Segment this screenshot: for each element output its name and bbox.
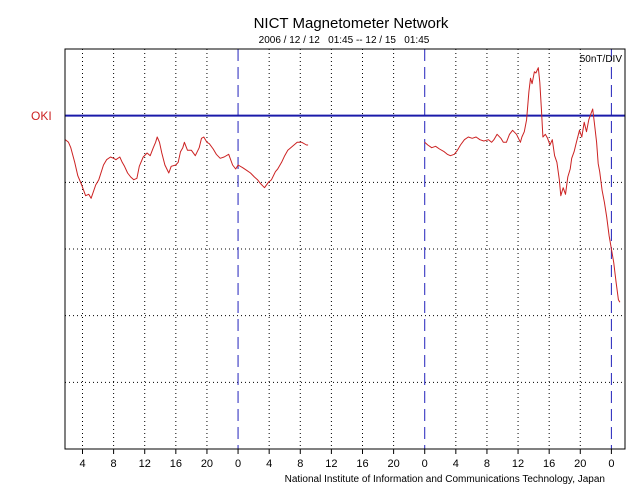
x-tick-label: 0 <box>608 458 614 470</box>
station-label: OKI <box>31 109 52 123</box>
x-tick-label: 20 <box>387 458 399 470</box>
credit-line: National Institute of Information and Co… <box>285 474 605 485</box>
scale-label: 50nT/DIV <box>580 54 623 65</box>
data-series-line <box>424 67 621 303</box>
x-tick-label: 8 <box>111 458 117 470</box>
x-tick-label: 12 <box>139 458 151 470</box>
x-tick-label: 4 <box>453 458 459 470</box>
x-tick-label: 4 <box>266 458 272 470</box>
x-tick-label: 16 <box>356 458 368 470</box>
x-tick-layer: 4 8 12 16 20 0 4 8 12 16 20 0 4 8 12 16 20 0 <box>79 449 614 470</box>
x-tick-label: 12 <box>512 458 524 470</box>
x-tick-label: 20 <box>574 458 586 470</box>
data-series-line <box>65 136 309 199</box>
x-tick-label: 12 <box>325 458 337 470</box>
x-tick-label: 8 <box>297 458 303 470</box>
x-tick-label: 4 <box>79 458 85 470</box>
x-tick-label: 16 <box>543 458 555 470</box>
x-tick-label: 20 <box>201 458 213 470</box>
day-boundary-layer <box>237 49 612 449</box>
x-tick-label: 16 <box>170 458 182 470</box>
plot-frame <box>64 48 626 450</box>
data-series-layer <box>65 67 621 303</box>
grid-layer <box>65 49 625 449</box>
chart-subtitle: 2006 / 12 / 12 01:45 -- 12 / 15 01:45 <box>259 35 430 46</box>
chart-title: NICT Magnetometer Network <box>254 15 449 32</box>
x-tick-label: 0 <box>422 458 428 470</box>
x-tick-label: 0 <box>235 458 241 470</box>
x-tick-label: 8 <box>484 458 490 470</box>
